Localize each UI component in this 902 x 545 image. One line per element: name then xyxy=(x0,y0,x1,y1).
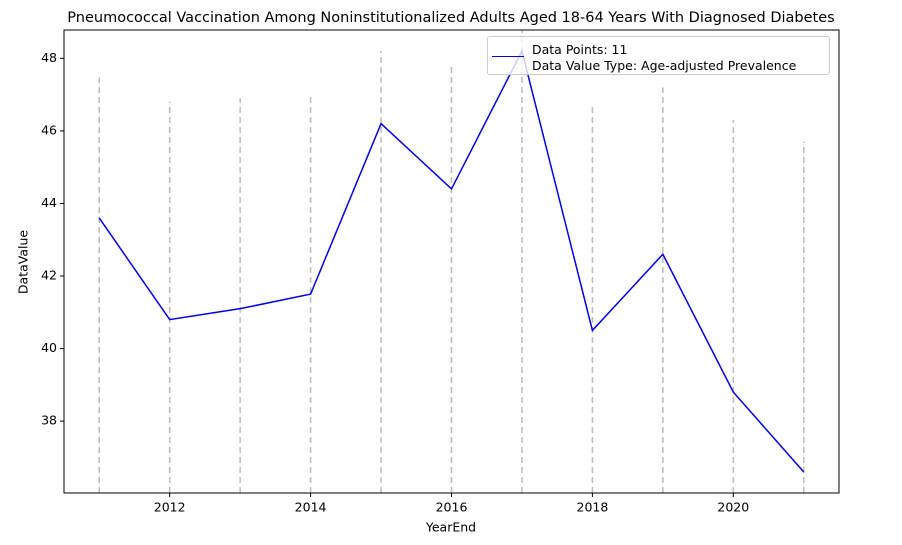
y-tick-label: 42 xyxy=(41,268,57,283)
legend-swatch xyxy=(492,56,524,57)
x-tick-label: 2020 xyxy=(717,500,749,515)
legend-label: Data Points: 11 Data Value Type: Age-adj… xyxy=(532,42,797,73)
y-tick-label: 48 xyxy=(41,50,57,65)
x-tick-label: 2016 xyxy=(436,500,468,515)
y-tick-label: 44 xyxy=(41,195,57,210)
legend: Data Points: 11 Data Value Type: Age-adj… xyxy=(487,36,830,75)
plot-area xyxy=(98,30,805,493)
y-tick-label: 38 xyxy=(41,413,57,428)
y-tick-label: 46 xyxy=(41,122,57,137)
x-tick-label: 2014 xyxy=(295,500,327,515)
x-tick-label: 2018 xyxy=(577,500,609,515)
y-axis-label: DataValue xyxy=(16,230,31,294)
y-tick-label: 40 xyxy=(41,340,57,355)
chart-title: Pneumococcal Vaccination Among Noninstit… xyxy=(67,10,834,26)
data-line xyxy=(98,48,805,473)
x-tick-label: 2012 xyxy=(154,500,186,515)
x-axis-label: YearEnd xyxy=(425,520,476,535)
